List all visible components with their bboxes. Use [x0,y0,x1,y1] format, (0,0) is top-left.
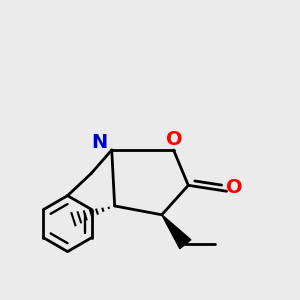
Text: O: O [166,130,183,149]
Polygon shape [162,215,191,249]
Text: N: N [91,133,107,152]
Text: O: O [226,178,243,197]
